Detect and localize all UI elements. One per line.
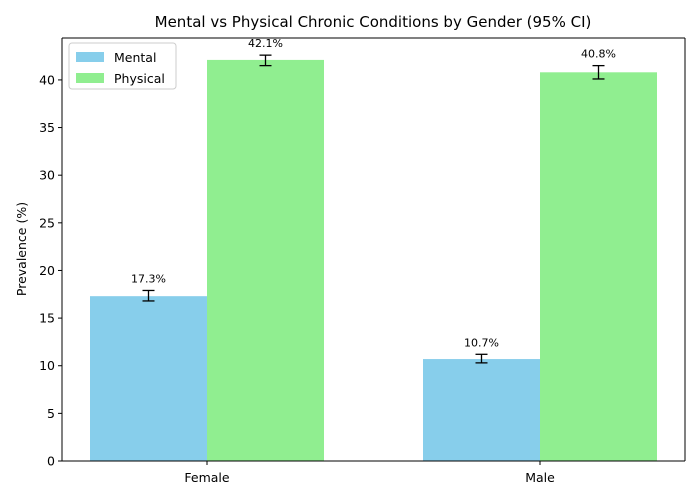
- plot-area: 17.3% 10.7% 42.1% 40.8%: [62, 37, 686, 461]
- bar-physical-male: [540, 72, 657, 461]
- y-tick-label: 40: [39, 72, 55, 87]
- data-label: 42.1%: [248, 37, 283, 50]
- y-tick-label: 15: [39, 311, 55, 326]
- y-axis: 0 5 10 15 20 25 30 35 40: [39, 38, 63, 469]
- legend-swatch-physical: [76, 73, 104, 83]
- legend-label-physical: Physical: [114, 71, 165, 86]
- data-label: 40.8%: [581, 48, 616, 61]
- x-axis: Female Male: [62, 460, 685, 485]
- y-axis-title: Prevalence (%): [14, 202, 29, 296]
- x-tick-label: Male: [525, 470, 555, 485]
- legend-swatch-mental: [76, 52, 104, 62]
- y-tick-label: 30: [39, 168, 55, 183]
- bar-mental-male: [423, 359, 540, 461]
- legend: Mental Physical: [68, 42, 177, 90]
- data-label: 17.3%: [131, 272, 166, 285]
- y-tick-label: 25: [39, 215, 55, 230]
- y-tick-label: 10: [39, 358, 55, 373]
- x-tick-label: Female: [184, 470, 230, 485]
- data-label: 10.7%: [464, 336, 499, 349]
- y-tick-label: 5: [47, 406, 55, 421]
- bar-mental-female: [90, 296, 207, 461]
- chart-title: Mental vs Physical Chronic Conditions by…: [155, 13, 592, 31]
- y-tick-label: 20: [39, 263, 55, 278]
- y-tick-label: 35: [39, 120, 55, 135]
- legend-label-mental: Mental: [114, 50, 156, 65]
- bar-physical-female: [207, 59, 324, 461]
- y-tick-label: 0: [47, 454, 55, 469]
